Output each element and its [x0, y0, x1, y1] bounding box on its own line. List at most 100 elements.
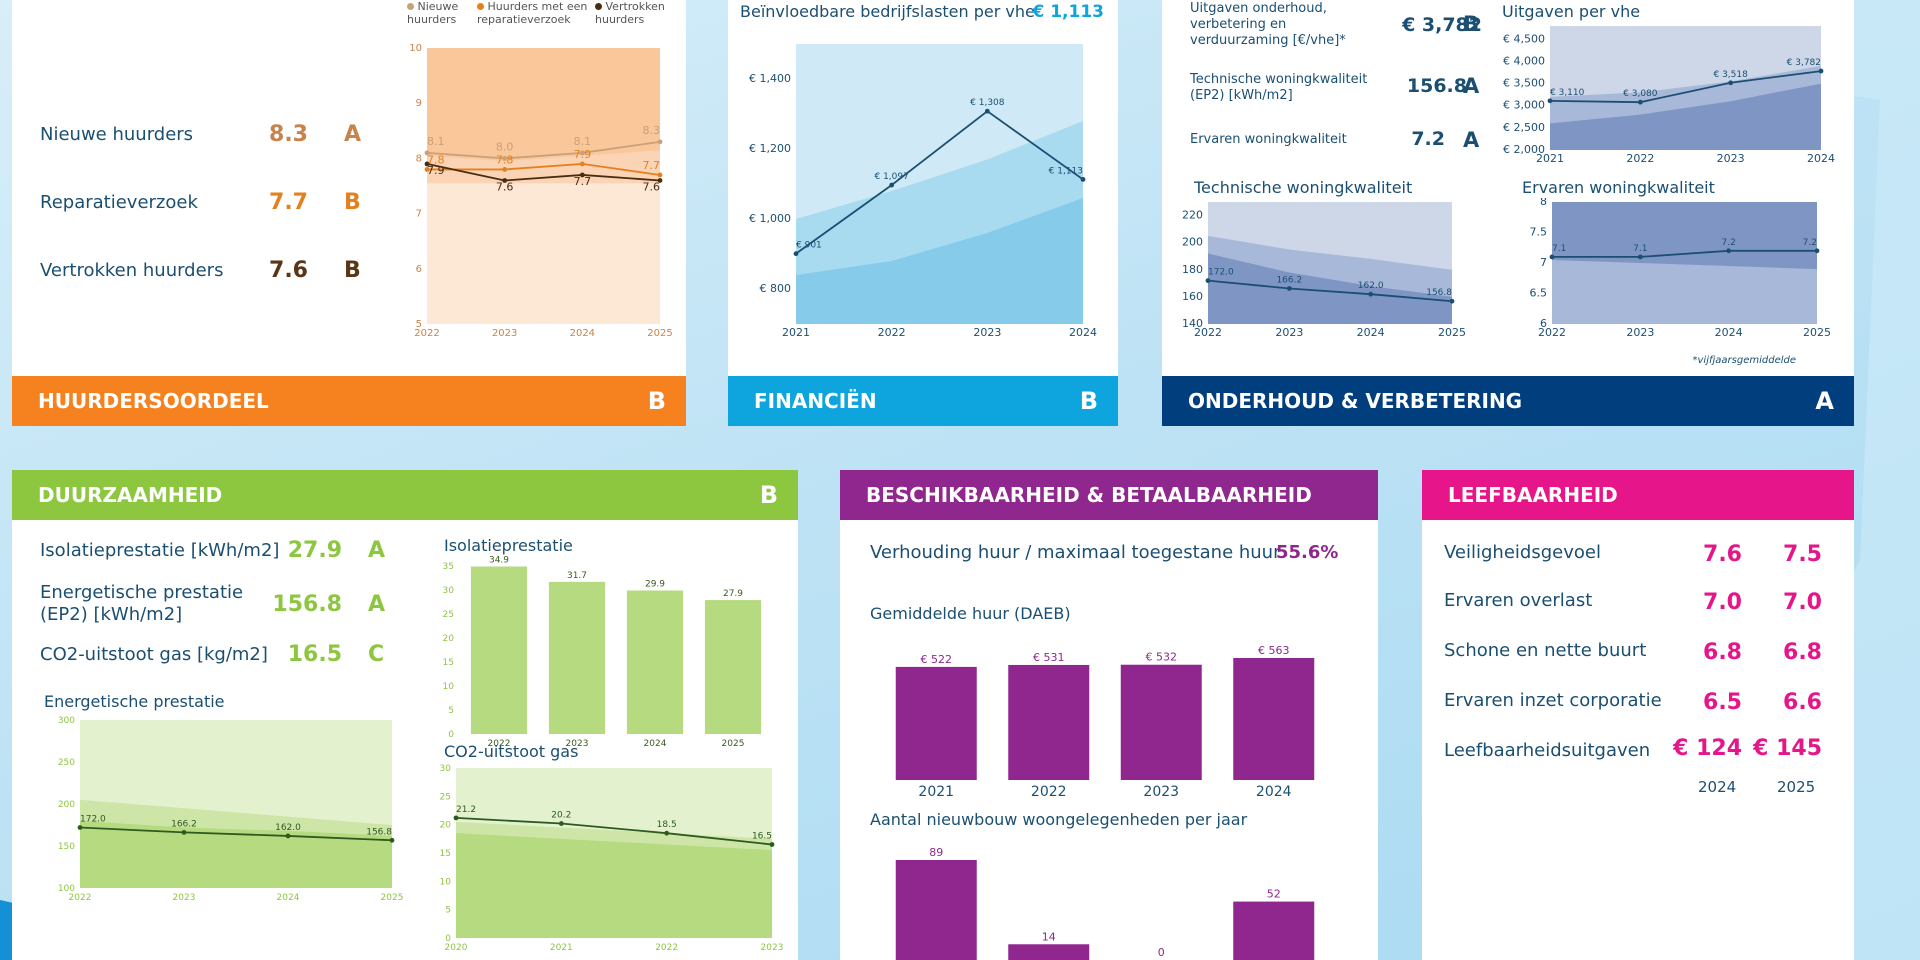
- data-label: € 1,113: [1049, 166, 1083, 176]
- data-label: 162.0: [275, 823, 301, 833]
- data-label: 156.8: [1426, 288, 1452, 298]
- data-label: 7.6: [496, 180, 514, 193]
- data-label: 27.9: [723, 589, 743, 599]
- x-tick-label: 2025: [1803, 326, 1831, 339]
- row-value: 7.2: [1411, 128, 1445, 150]
- x-tick-label: 2025: [722, 739, 745, 749]
- data-label: 7.2: [1722, 238, 1736, 248]
- row-value: 7.6: [269, 258, 308, 283]
- data-label: € 563: [1258, 644, 1290, 657]
- y-tick-label: 300: [58, 716, 75, 726]
- y-tick-label: 25: [440, 792, 451, 802]
- y-tick-label: 6: [416, 264, 422, 275]
- x-tick-label: 2022: [69, 893, 92, 903]
- row-value-2025: 6.8: [1783, 640, 1822, 665]
- row-grade: A: [344, 122, 362, 147]
- chart-label: Beïnvloedbare bedrijfslasten per vhe: [740, 2, 1035, 21]
- bar: [1233, 658, 1315, 780]
- y-tick-label: 100: [58, 884, 75, 894]
- leefbaarheid-header: LEEFBAARHEID: [1422, 470, 1854, 520]
- data-label: 14: [1042, 930, 1056, 943]
- energie-line-chart: 100 150 200 250 300 2022 2023 2024 2025 172.0 166.…: [58, 716, 404, 903]
- data-point: [502, 156, 508, 161]
- y-tick-label: 15: [440, 849, 451, 859]
- data-label: 166.2: [171, 819, 197, 829]
- data-label: € 532: [1146, 651, 1178, 664]
- x-tick-label: 2024: [1357, 326, 1385, 339]
- row-label: Reparatieverzoek: [40, 192, 198, 213]
- data-label: 89: [929, 846, 943, 859]
- row-label: Veiligheidsgevoel: [1444, 542, 1601, 563]
- chart-area-band: [1550, 83, 1821, 150]
- row-value: € 3,782: [1402, 14, 1482, 36]
- chart-title: Ervaren woningkwaliteit: [1522, 178, 1715, 197]
- row-grade: A: [1463, 74, 1480, 98]
- x-tick-label: 2023: [492, 328, 517, 339]
- x-tick-label: 2022: [655, 943, 678, 953]
- row-grade: A: [368, 538, 386, 563]
- y-tick-label: 10: [440, 877, 452, 887]
- data-label: 8.1: [574, 135, 592, 148]
- row-value-2024: 7.0: [1703, 590, 1742, 615]
- y-tick-label: € 800: [760, 282, 792, 295]
- y-tick-label: € 2,500: [1503, 121, 1545, 134]
- row-value: 16.5: [287, 642, 342, 667]
- data-label: 172.0: [1208, 268, 1234, 278]
- row-grade: A: [1463, 128, 1480, 152]
- x-tick-label: 2023: [173, 893, 196, 903]
- data-label: € 1,308: [970, 98, 1005, 108]
- x-tick-label: 2023: [1275, 326, 1303, 339]
- y-tick-label: € 2,000: [1503, 143, 1545, 156]
- x-tick-label: 2025: [647, 328, 672, 339]
- y-tick-label: 7.5: [1530, 226, 1548, 239]
- row-value-2024: 7.6: [1703, 542, 1742, 567]
- data-label: 166.2: [1276, 275, 1302, 285]
- y-tick-label: 0: [448, 730, 454, 740]
- data-point: [181, 829, 187, 835]
- data-point: [1205, 278, 1211, 284]
- x-tick-label: 2022: [414, 328, 439, 339]
- series-line: [427, 163, 661, 176]
- row-label: CO2-uitstoot gas [kg/m2]: [40, 644, 268, 665]
- year-label: 2025: [1777, 778, 1816, 796]
- data-point: [664, 830, 670, 836]
- huurdersoordeel-header: HUURDERSOORDEEL B: [12, 376, 686, 426]
- data-label: € 3,518: [1713, 70, 1748, 80]
- x-tick-label: 2022: [1194, 326, 1222, 339]
- bar: [895, 666, 977, 780]
- data-label: 7.8: [496, 153, 514, 166]
- section-title: BESCHIKBAARHEID & BETAALBAARHEID: [866, 483, 1312, 507]
- y-tick-label: 5: [445, 906, 451, 916]
- row-label: Isolatieprestatie [kWh/m2]: [40, 540, 280, 561]
- y-tick-label: 220: [1182, 209, 1203, 222]
- row-grade: B: [344, 190, 361, 215]
- y-tick-label: 6.5: [1530, 287, 1548, 300]
- data-point: [285, 833, 291, 839]
- row-label: Uitgaven onderhoud, verbetering en verdu…: [1190, 1, 1346, 48]
- data-label: 18.5: [657, 820, 677, 830]
- y-tick-label: 200: [1182, 236, 1203, 249]
- y-tick-label: 0: [445, 934, 451, 944]
- data-label: 7.6: [643, 180, 661, 193]
- chart-legend: Nieuwe huurders Huurders met een reparat…: [407, 0, 686, 34]
- x-tick-label: 2024: [644, 739, 667, 749]
- headline-value: € 1,113: [1032, 2, 1104, 22]
- financien-panel: Beïnvloedbare bedrijfslasten per vhe € 1…: [728, 0, 1118, 376]
- data-point: [1637, 254, 1643, 260]
- data-point: [424, 150, 430, 156]
- beschikbaarheid-panel: Verhouding huur / maximaal toegestane hu…: [840, 520, 1378, 960]
- bar: [1120, 664, 1202, 780]
- uitgaven-line-chart: € 2,000 € 2,500 € 3,000 € 3,500 € 4,000 € 4,5…: [1503, 26, 1835, 165]
- y-tick-label: € 4,500: [1503, 32, 1545, 45]
- row-grade: B: [1463, 12, 1480, 36]
- data-point: [453, 815, 459, 821]
- chart-area-band: [796, 198, 1083, 324]
- footnote: *vijfjaarsgemiddelde: [1692, 355, 1797, 366]
- data-point: [1080, 177, 1086, 182]
- x-tick-label: 2022: [488, 739, 511, 749]
- data-point: [77, 825, 83, 830]
- data-point: [1449, 298, 1455, 304]
- bar: [1008, 664, 1090, 780]
- chart-title: Energetische prestatie: [44, 692, 225, 711]
